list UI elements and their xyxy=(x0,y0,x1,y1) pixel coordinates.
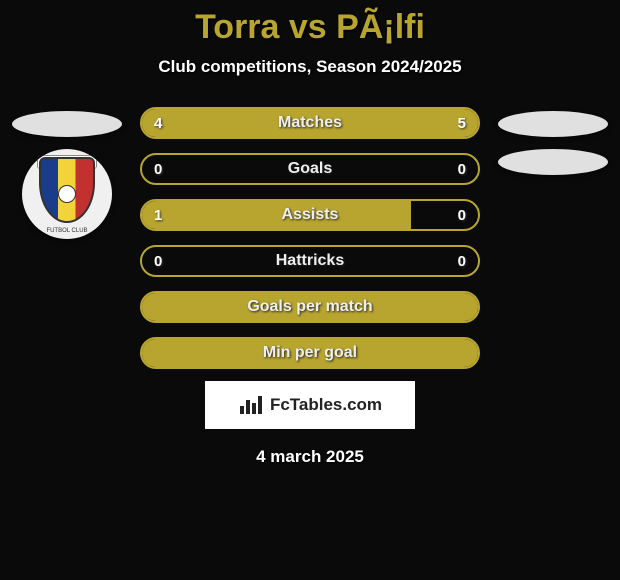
stats-column: 45Matches 00Goals 10Assists 00Hattricks Goal… xyxy=(140,107,480,369)
bar-chart-icon xyxy=(238,394,264,416)
stat-label: Hattricks xyxy=(142,247,478,275)
subtitle: Club competitions, Season 2024/2025 xyxy=(0,57,620,77)
right-side xyxy=(498,107,608,175)
right-club-ellipse xyxy=(498,149,608,175)
main-row: Sta. COLOMA FUTBOL CLUB 45Matches 00Goals… xyxy=(0,107,620,369)
source-badge-text: FcTables.com xyxy=(270,395,382,415)
source-badge[interactable]: FcTables.com xyxy=(205,381,415,429)
crest-bottom-label: FUTBOL CLUB xyxy=(22,228,112,234)
stat-row: Min per goal xyxy=(140,337,480,369)
page-title: Torra vs PÃ¡lfi xyxy=(0,8,620,47)
stat-label: Matches xyxy=(142,109,478,137)
stat-row: 00Hattricks xyxy=(140,245,480,277)
stat-row: 10Assists xyxy=(140,199,480,231)
left-side: Sta. COLOMA FUTBOL CLUB xyxy=(12,107,122,239)
stat-label: Assists xyxy=(142,201,478,229)
stat-row: Goals per match xyxy=(140,291,480,323)
crest-ball-icon xyxy=(58,185,76,203)
stat-label: Goals xyxy=(142,155,478,183)
comparison-card: Torra vs PÃ¡lfi Club competitions, Seaso… xyxy=(0,0,620,467)
stat-row: 00Goals xyxy=(140,153,480,185)
stat-row: 45Matches xyxy=(140,107,480,139)
stat-label: Goals per match xyxy=(142,293,478,321)
left-player-ellipse xyxy=(12,111,122,137)
stat-label: Min per goal xyxy=(142,339,478,367)
date-label: 4 march 2025 xyxy=(0,447,620,467)
right-player-ellipse xyxy=(498,111,608,137)
club-crest: Sta. COLOMA FUTBOL CLUB xyxy=(22,149,112,239)
